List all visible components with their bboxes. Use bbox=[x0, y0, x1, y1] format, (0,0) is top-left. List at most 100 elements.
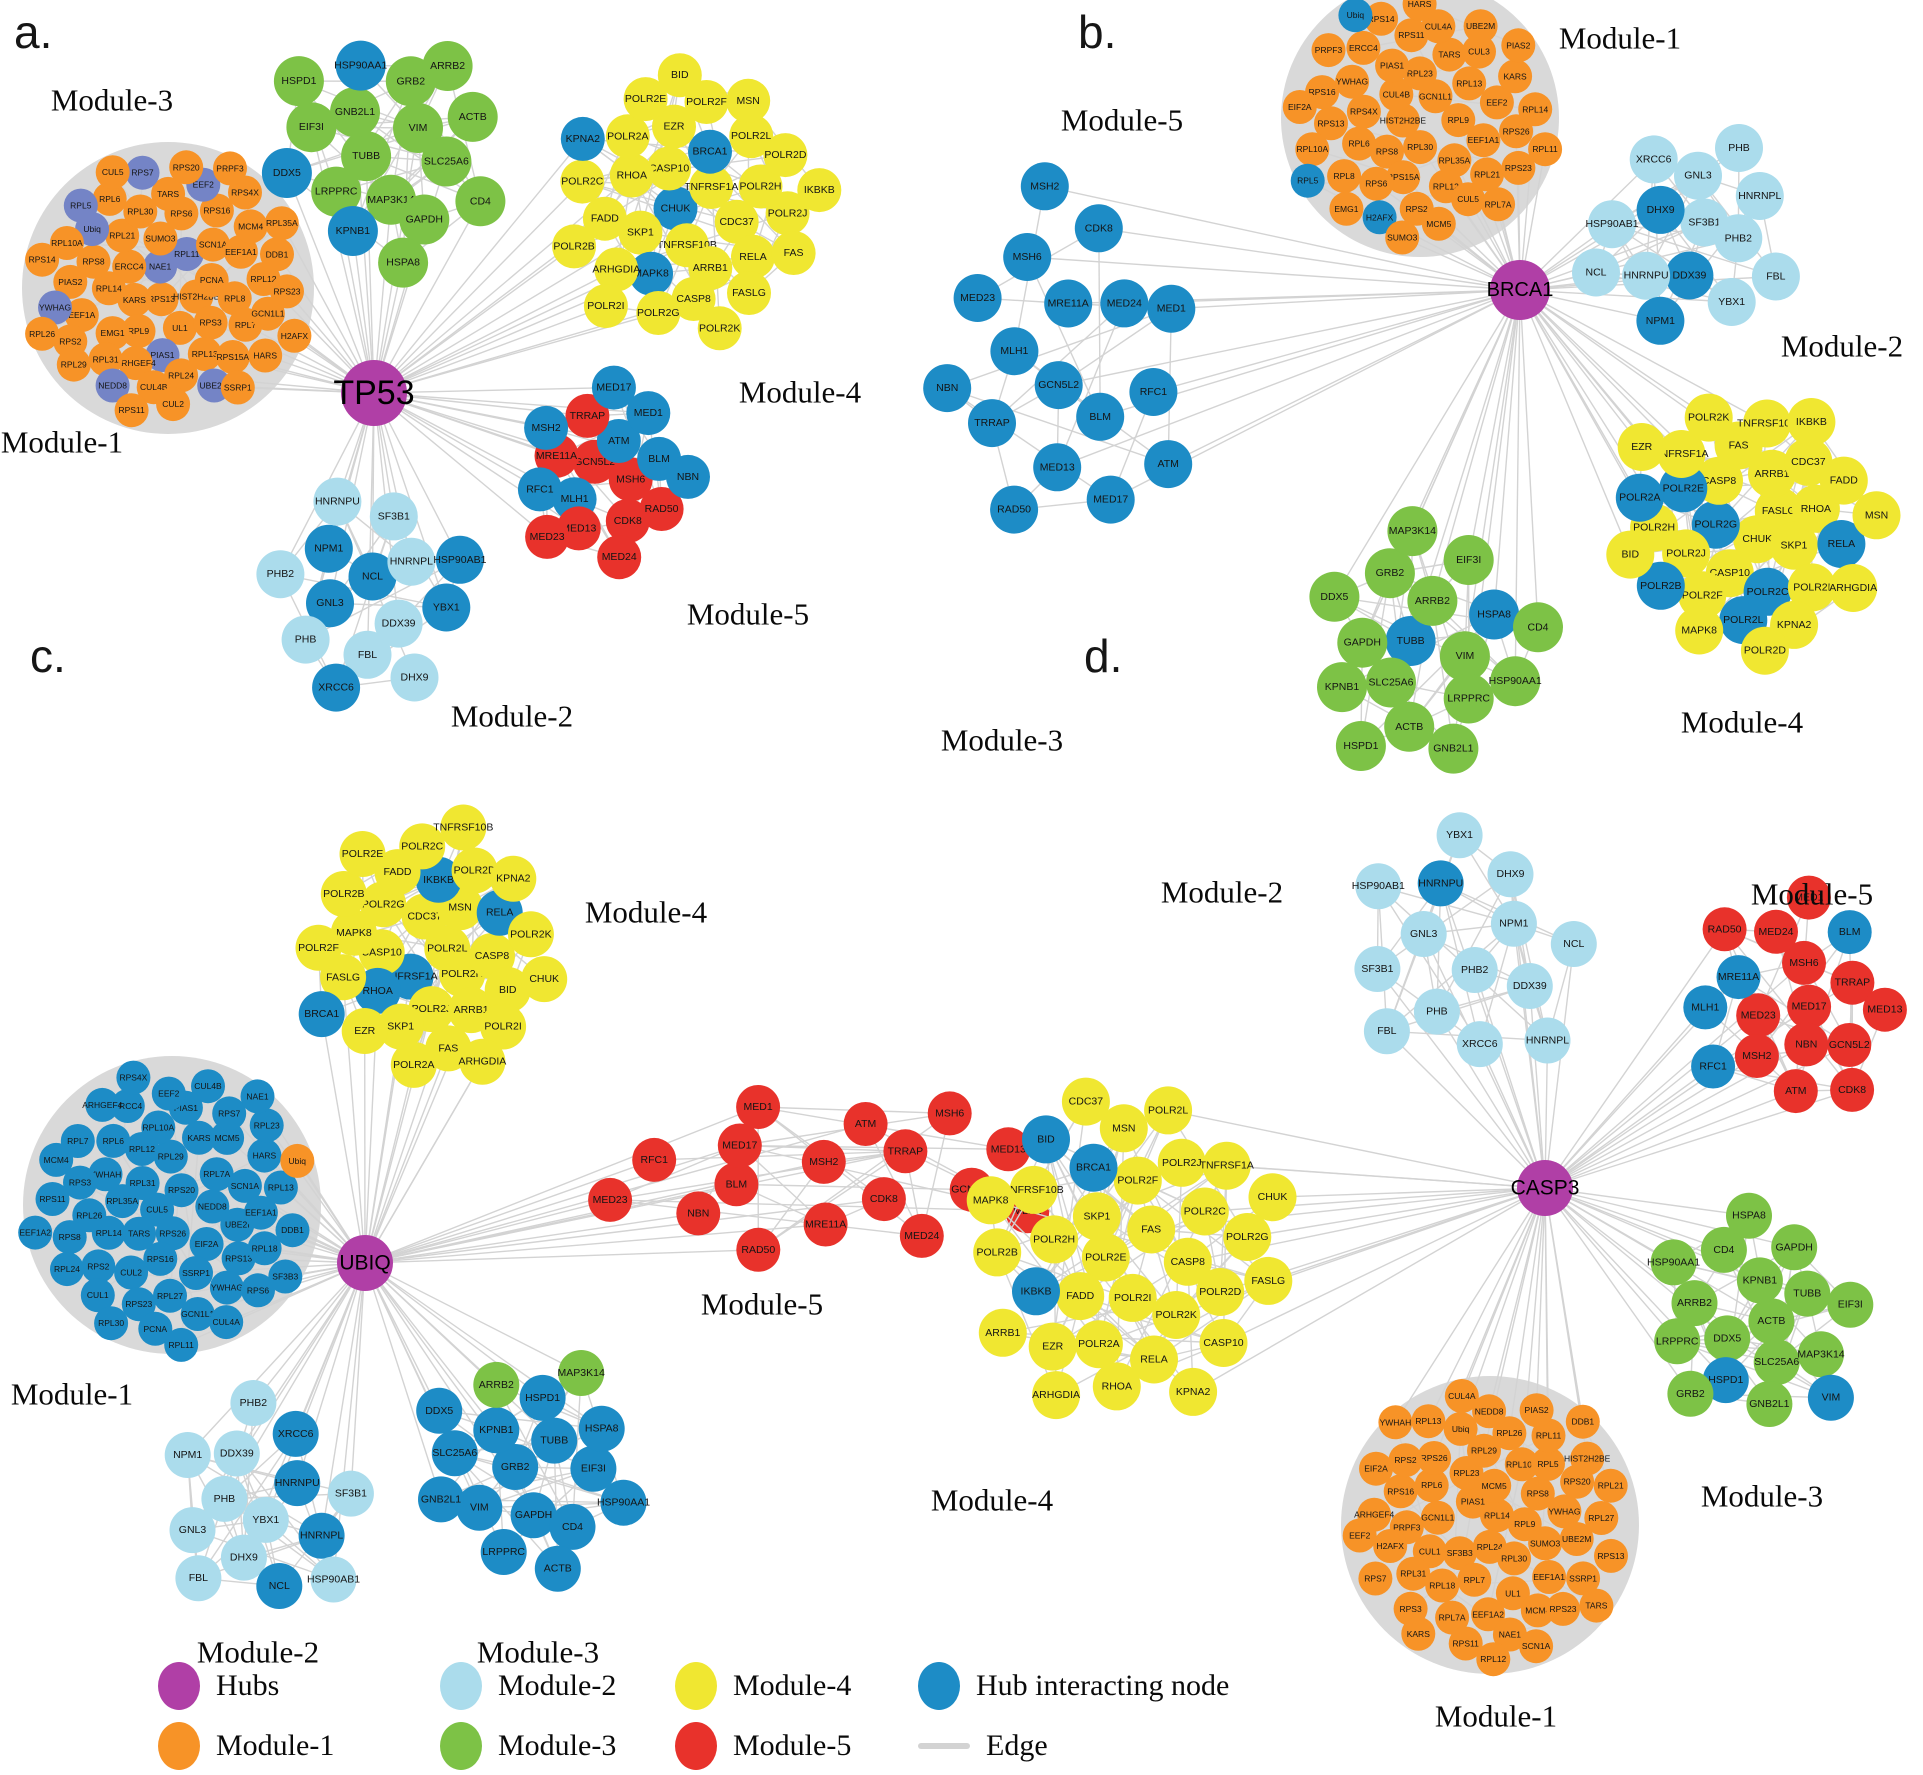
gene-node-label: POLR2I bbox=[587, 300, 624, 312]
gene-node bbox=[118, 346, 153, 381]
gene-node-label: UBE2I bbox=[225, 1220, 250, 1230]
gene-node bbox=[116, 1060, 151, 1095]
gene-node-label: FBL bbox=[1377, 1025, 1396, 1037]
gene-node-label: FADD bbox=[591, 213, 619, 225]
gene-node-label: RPL14 bbox=[1522, 104, 1548, 114]
gene-node-label: BLM bbox=[648, 453, 670, 465]
gene-node-label: CASP10 bbox=[1710, 567, 1750, 579]
gene-node-label: RPS23 bbox=[1550, 1604, 1577, 1614]
gene-node bbox=[1487, 851, 1534, 898]
gene-node bbox=[25, 316, 60, 351]
gene-node bbox=[81, 1249, 116, 1284]
gene-node bbox=[272, 1410, 319, 1457]
gene-node-label: BID bbox=[1622, 549, 1640, 561]
gene-node-label: RPL7 bbox=[235, 320, 257, 330]
gene-node-label: HNRNPU bbox=[1624, 270, 1669, 282]
gene-node-label: MSH2 bbox=[1742, 1050, 1771, 1062]
gene-node bbox=[1130, 1335, 1178, 1384]
gene-node-label: RPL31 bbox=[1400, 1569, 1426, 1579]
gene-node-label: EMG1 bbox=[1334, 204, 1358, 214]
gene-node bbox=[201, 1475, 248, 1522]
gene-node bbox=[1734, 1034, 1779, 1078]
gene-node-label: GCN5L2 bbox=[574, 456, 615, 468]
gene-node bbox=[1402, 0, 1437, 22]
gene-node bbox=[1373, 1529, 1408, 1563]
gene-node bbox=[311, 166, 362, 217]
gene-node bbox=[1366, 657, 1416, 708]
hub-edge bbox=[1519, 289, 1631, 555]
module-label: Module-5 bbox=[687, 597, 809, 632]
gene-node bbox=[1827, 1281, 1874, 1328]
gene-node bbox=[25, 242, 60, 277]
gene-node-label: GRB2 bbox=[501, 1461, 530, 1473]
gene-node bbox=[1355, 863, 1402, 910]
gene-node-label: POLR2D bbox=[1199, 1286, 1241, 1298]
hub-label: UBIQ bbox=[339, 1252, 390, 1275]
gene-node-label: VIM bbox=[1456, 650, 1475, 662]
gene-node-label: BID bbox=[1037, 1133, 1055, 1145]
gene-node-label: RPL10A bbox=[1506, 1459, 1538, 1469]
gene-node-label: FAS bbox=[438, 1042, 458, 1054]
gene-node-label: MAPK8 bbox=[973, 1194, 1009, 1206]
gene-node bbox=[1769, 521, 1818, 570]
gene-node-label: POLR2I bbox=[1114, 1292, 1151, 1304]
gene-node-label: Ubiq bbox=[1347, 10, 1365, 20]
gene-node bbox=[1436, 812, 1483, 859]
gene-node bbox=[1702, 1357, 1749, 1404]
gene-node-label: TUBB bbox=[352, 150, 380, 162]
gene-node bbox=[1441, 103, 1476, 138]
gene-node-label: UL1 bbox=[1505, 1588, 1521, 1598]
gene-node-label: NCL bbox=[362, 571, 383, 583]
hub-edge bbox=[1192, 1187, 1546, 1393]
gene-node bbox=[1650, 1239, 1697, 1286]
gene-node-label: TRRAP bbox=[570, 410, 606, 422]
hub-edge bbox=[364, 1198, 884, 1264]
gene-node bbox=[1518, 92, 1553, 127]
module-label: Module-2 bbox=[197, 1635, 319, 1670]
gene-node bbox=[1074, 204, 1123, 253]
gene-node-label: PHB2 bbox=[267, 568, 295, 580]
gene-node bbox=[1074, 1320, 1123, 1369]
hub-edge bbox=[373, 305, 607, 394]
hub-edge bbox=[1544, 1065, 1714, 1189]
gene-node-label: SCN1A bbox=[231, 1181, 260, 1191]
gene-node bbox=[1127, 1205, 1176, 1254]
gene-node bbox=[180, 1297, 215, 1331]
gene-node-label: RPS16 bbox=[203, 206, 230, 216]
gene-node-label: HARS bbox=[1408, 0, 1432, 9]
gene-node bbox=[213, 1430, 260, 1477]
hub-node bbox=[1490, 260, 1550, 320]
gene-node-label: CUL2 bbox=[162, 399, 184, 409]
gene-node bbox=[1383, 1474, 1418, 1509]
gene-node-label: RPL35A bbox=[266, 218, 298, 228]
gene-node bbox=[549, 1503, 596, 1550]
gene-node-label: RELA bbox=[739, 251, 766, 263]
gene-node bbox=[605, 114, 650, 159]
gene-node-label: NAE1 bbox=[149, 262, 171, 272]
gene-node-label: RPL12 bbox=[251, 274, 277, 284]
gene-node-label: MSN bbox=[448, 901, 471, 913]
gene-node bbox=[1748, 1298, 1795, 1345]
gene-node bbox=[973, 1228, 1022, 1277]
gene-node bbox=[88, 342, 123, 377]
gene-node bbox=[966, 1176, 1015, 1225]
gene-node-label: KARS bbox=[123, 295, 146, 305]
gene-node-label: RPS3 bbox=[1399, 1604, 1421, 1614]
gene-node bbox=[341, 131, 392, 182]
gene-node-label: BLM bbox=[1089, 411, 1111, 423]
gene-node-label: RPL29 bbox=[158, 1152, 184, 1162]
gene-node-label: SCN1A bbox=[1522, 1641, 1551, 1651]
gene-node bbox=[374, 599, 423, 648]
gene-node bbox=[763, 133, 808, 178]
gene-node-label: ATM bbox=[608, 435, 629, 447]
gene-node bbox=[647, 146, 692, 191]
gene-node-label: EIF2A bbox=[1364, 1464, 1388, 1474]
gene-node-label: CUL1 bbox=[1419, 1546, 1441, 1556]
gene-node-label: RPL7A bbox=[203, 1169, 230, 1179]
gene-node-label: SF3B3 bbox=[1447, 1548, 1473, 1558]
gene-node-label: FBL bbox=[358, 649, 377, 661]
gene-node bbox=[215, 340, 250, 374]
a-module-1-cluster: RPS13NAE1HIST2H2BEKARSRPL11UL1ERCC4PCNAR… bbox=[25, 150, 312, 428]
gene-node-label: MED13 bbox=[991, 1143, 1026, 1155]
gene-node-label: RPL31 bbox=[93, 354, 119, 364]
